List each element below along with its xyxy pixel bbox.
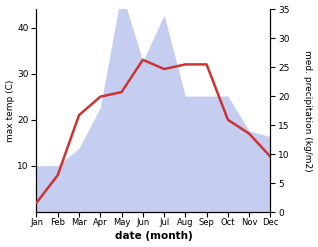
Y-axis label: med. precipitation (kg/m2): med. precipitation (kg/m2)	[303, 50, 313, 171]
Y-axis label: max temp (C): max temp (C)	[5, 79, 15, 142]
X-axis label: date (month): date (month)	[114, 231, 192, 242]
